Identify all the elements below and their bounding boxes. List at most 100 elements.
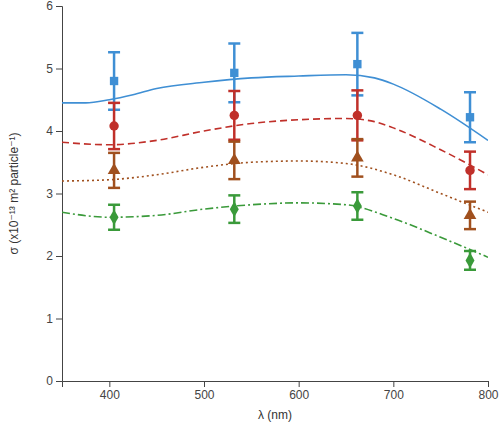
tick-mark — [109, 381, 110, 387]
tick: 6 — [46, 0, 62, 13]
error-bar — [464, 92, 476, 142]
data-point — [466, 253, 475, 269]
error-bar-cap — [108, 187, 120, 190]
error-bar-cap — [351, 138, 363, 141]
error-bar-cap — [351, 89, 363, 92]
data-point — [466, 113, 474, 121]
error-bar — [464, 251, 476, 270]
tick-mark — [56, 256, 62, 257]
tick-mark — [56, 131, 62, 132]
error-bar-cap — [351, 32, 363, 35]
tick-mark — [56, 6, 62, 7]
error-bar-cap — [108, 229, 120, 232]
y-axis: 0 1 2 3 4 5 6 — [46, 0, 62, 388]
error-bar — [108, 153, 120, 188]
tick-mark — [56, 319, 62, 320]
data-point — [109, 121, 118, 130]
data-point — [353, 60, 361, 68]
data-point — [230, 111, 239, 120]
data-point — [230, 69, 238, 77]
error-bar-cap — [228, 178, 240, 181]
error-bar-cap — [108, 51, 120, 54]
tick: 0 — [46, 374, 62, 388]
tick-label: 1 — [46, 312, 53, 326]
tick-mark — [56, 381, 62, 382]
tick: 600 — [289, 381, 309, 402]
error-bar — [108, 52, 120, 110]
error-bar-cap — [228, 139, 240, 142]
data-point — [228, 153, 241, 164]
axis-line — [63, 382, 489, 388]
data-point — [351, 151, 364, 162]
point-series — [108, 139, 477, 229]
tick: 700 — [384, 381, 404, 402]
error-bar-cap — [108, 152, 120, 155]
tick: 1 — [46, 312, 62, 326]
x-axis: 400 500 600 700 800 — [63, 381, 499, 402]
error-bar-cap — [464, 150, 476, 153]
y-axis-title: σ (x10⁻¹³ m² particle⁻¹) — [7, 132, 21, 254]
tick-label: 3 — [46, 187, 53, 201]
tick: 800 — [478, 381, 498, 402]
error-bar — [228, 142, 240, 180]
tick: 3 — [46, 187, 62, 201]
error-bar-cap — [108, 204, 120, 207]
tick: 400 — [100, 381, 120, 402]
error-bar-cap — [228, 140, 240, 143]
error-bar-cap — [228, 90, 240, 93]
tick-label: 6 — [46, 0, 53, 13]
x-axis-title: λ (nm) — [258, 408, 292, 422]
tick-label: 400 — [100, 388, 120, 402]
tick-label: 500 — [194, 388, 214, 402]
error-bar — [351, 33, 363, 96]
model-line — [62, 203, 488, 257]
error-bar-cap — [351, 191, 363, 194]
tick-label: 0 — [46, 374, 53, 388]
error-bar-cap — [464, 269, 476, 272]
data-point — [110, 77, 118, 85]
error-bar-cap — [464, 141, 476, 144]
error-bar-cap — [228, 42, 240, 45]
tick: 500 — [194, 381, 214, 402]
tick-label: 600 — [289, 388, 309, 402]
tick-label: 800 — [478, 388, 498, 402]
tick-label: 2 — [46, 249, 53, 263]
chart: 400 500 600 700 800 0 1 2 3 4 5 6 λ (nm) σ (x10⁻¹³ m²… — [0, 0, 500, 431]
error-bar-cap — [228, 222, 240, 225]
tick-mark — [204, 381, 205, 387]
error-bar-cap — [464, 200, 476, 203]
error-bar-cap — [351, 175, 363, 178]
tick-label: 4 — [46, 124, 53, 138]
tick-mark — [56, 194, 62, 195]
data-point — [464, 208, 477, 219]
error-bar-cap — [464, 228, 476, 231]
error-bar — [228, 195, 240, 223]
error-bar — [351, 90, 363, 140]
error-bar — [108, 103, 120, 149]
tick-label: 5 — [46, 62, 53, 76]
error-bar — [228, 91, 240, 140]
tick-mark — [56, 69, 62, 70]
tick-mark — [488, 381, 489, 387]
model-line — [62, 75, 488, 141]
error-bar-cap — [228, 194, 240, 197]
error-bar — [351, 139, 363, 177]
point-series — [108, 192, 476, 270]
model-line — [62, 119, 488, 175]
data-point — [230, 201, 239, 217]
error-bar-cap — [464, 188, 476, 191]
data-area — [62, 33, 488, 270]
error-bar-cap — [108, 102, 120, 105]
tick: 4 — [46, 124, 62, 138]
axis-line — [56, 7, 63, 382]
error-bar-cap — [464, 91, 476, 94]
data-point — [108, 163, 121, 174]
error-bar — [464, 152, 476, 190]
model-line — [62, 161, 488, 212]
tick-mark — [299, 381, 300, 387]
plot: 400 500 600 700 800 0 1 2 3 4 5 6 — [46, 0, 499, 402]
error-bar-cap — [108, 148, 120, 151]
tick-label: 700 — [384, 388, 404, 402]
tick: 5 — [46, 62, 62, 76]
tick-mark — [393, 381, 394, 387]
